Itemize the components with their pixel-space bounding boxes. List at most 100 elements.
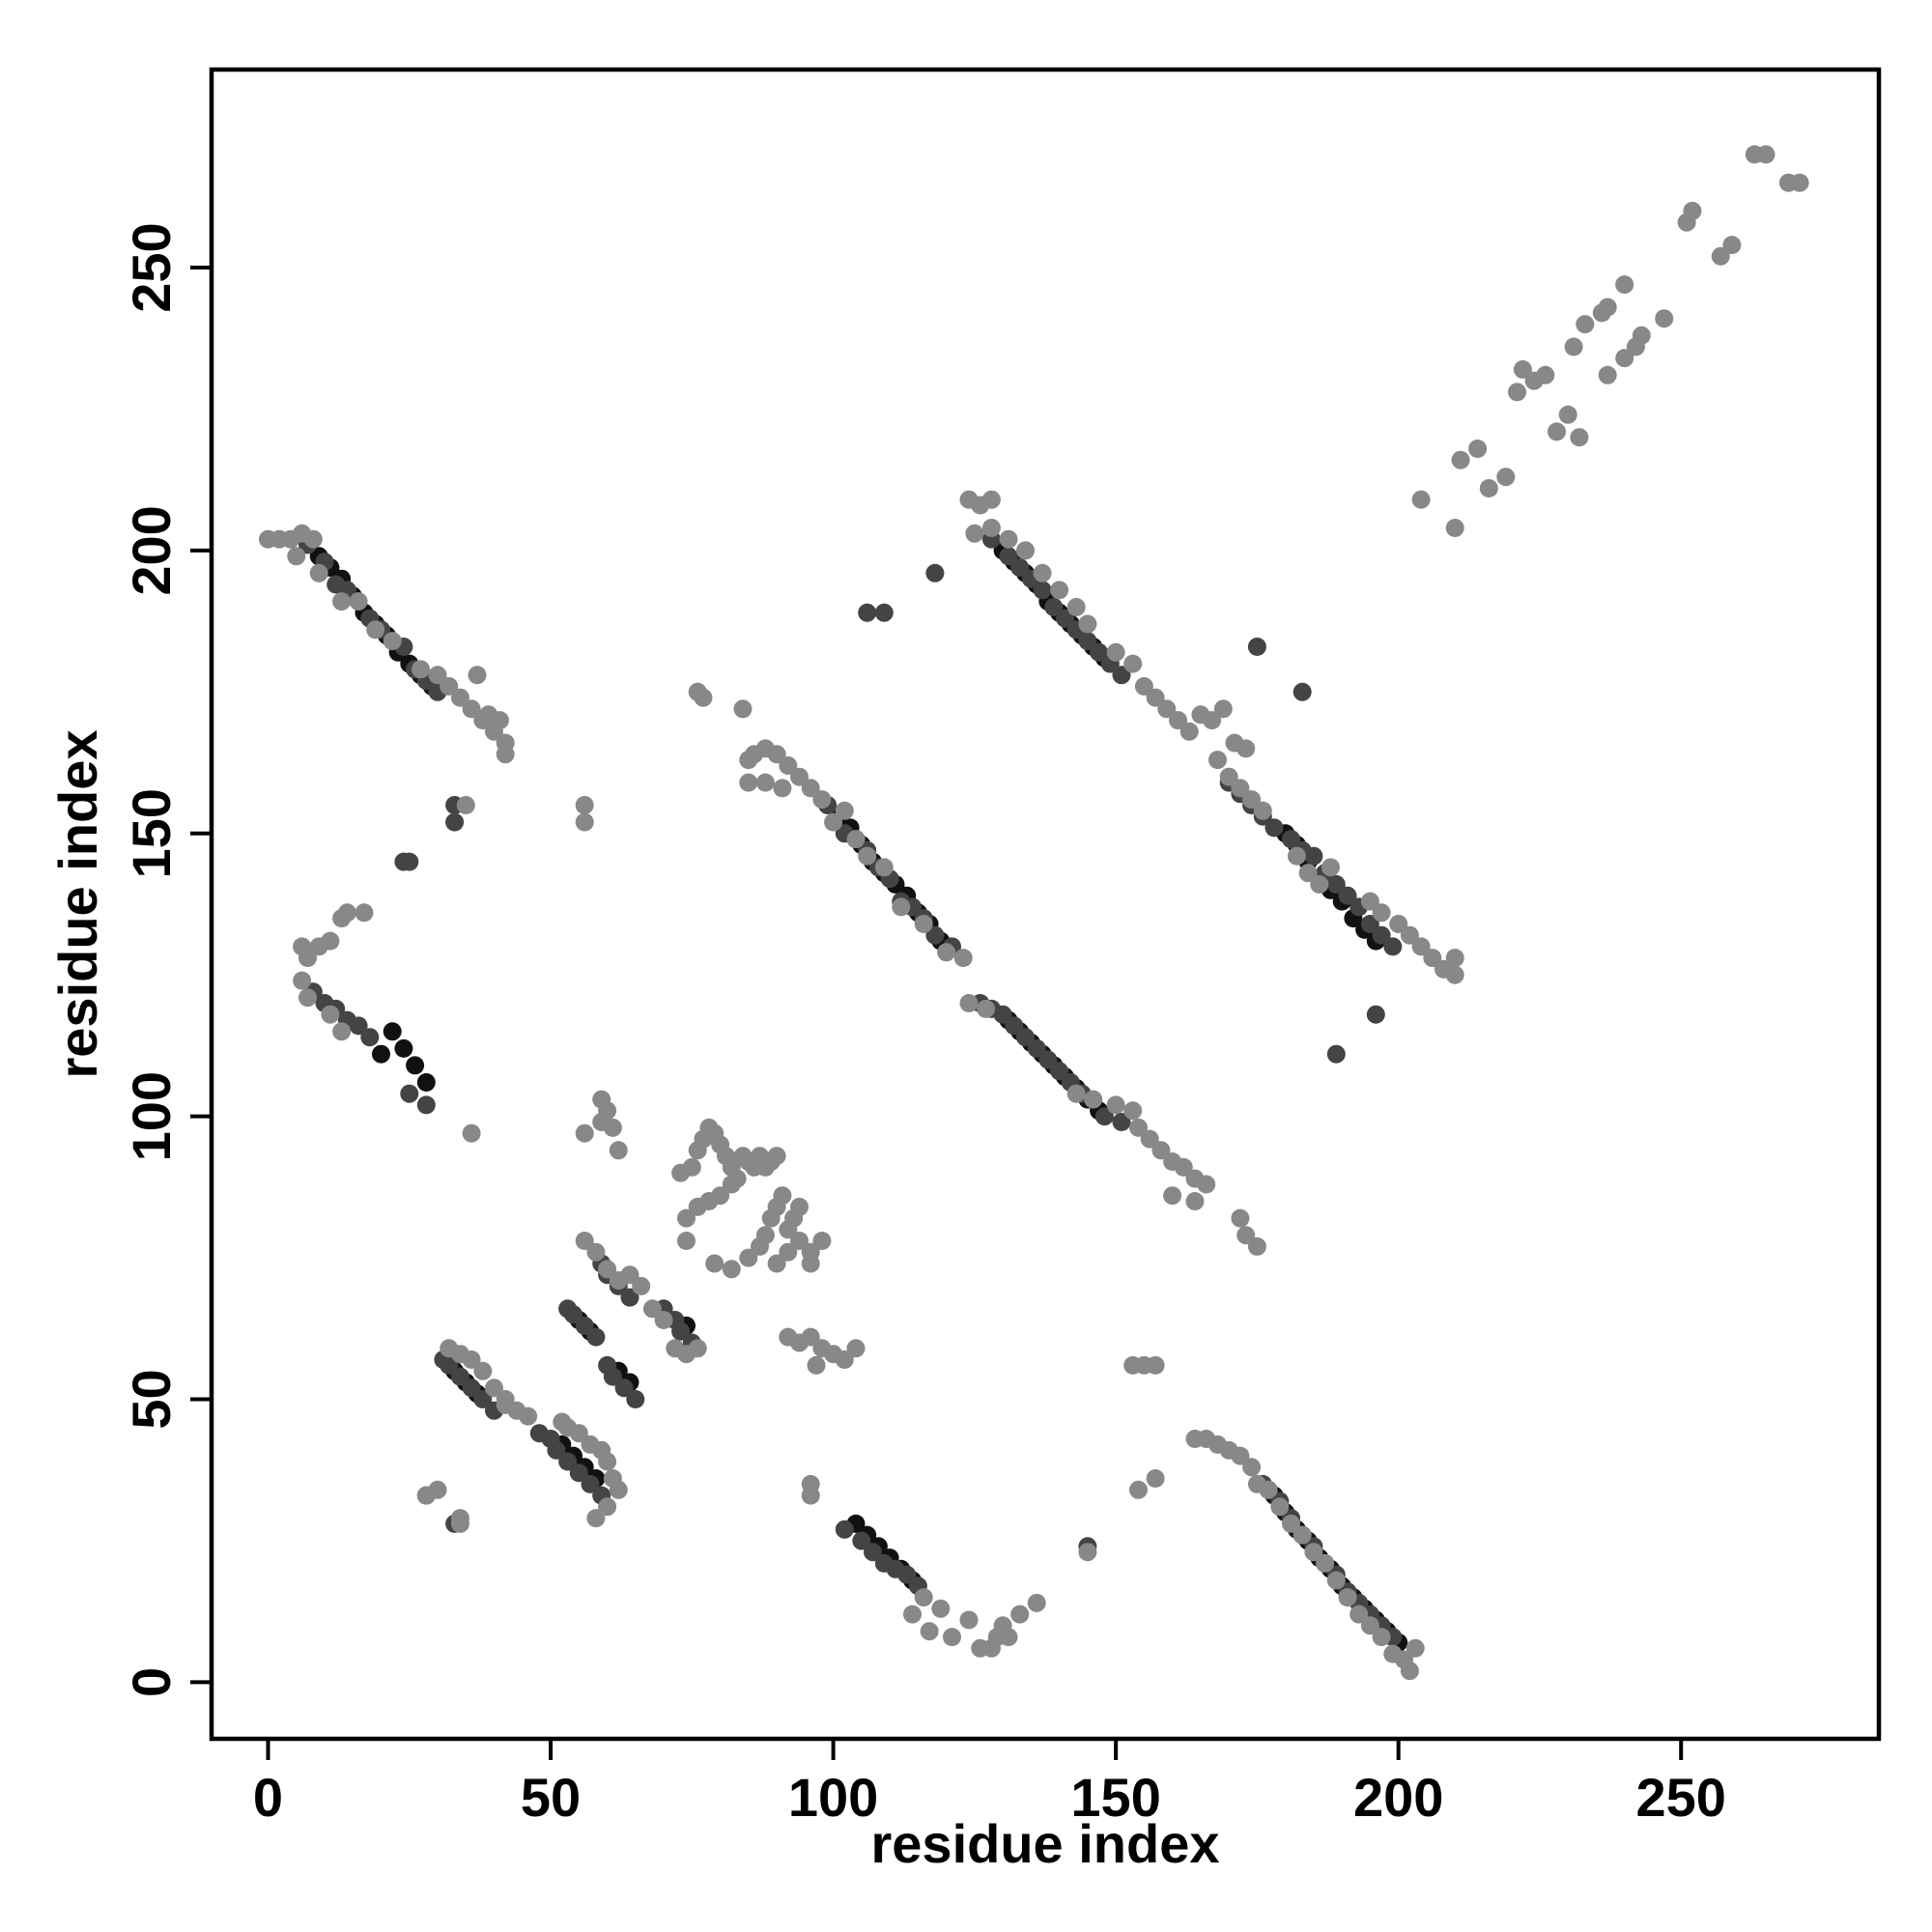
- data-point: [1112, 1113, 1131, 1131]
- data-point: [1683, 201, 1702, 220]
- data-point: [332, 1022, 352, 1041]
- data-point: [575, 1123, 594, 1143]
- data-point: [1576, 315, 1595, 334]
- data-point: [790, 1232, 809, 1250]
- data-point: [412, 660, 430, 679]
- data-point: [858, 603, 877, 622]
- data-point: [925, 925, 945, 945]
- data-point: [1106, 1095, 1125, 1115]
- data-point: [1615, 349, 1634, 368]
- data-point: [914, 915, 933, 933]
- data-point: [462, 1350, 481, 1369]
- data-point: [598, 1452, 617, 1471]
- data-point: [603, 1367, 622, 1386]
- data-point: [1400, 925, 1419, 945]
- data-point: [298, 949, 317, 968]
- data-point: [586, 1509, 606, 1528]
- y-tick-label: 200: [121, 505, 182, 595]
- data-point: [1372, 1628, 1391, 1647]
- data-point: [1445, 949, 1464, 968]
- data-point: [1287, 846, 1306, 866]
- data-point: [722, 1175, 741, 1194]
- data-point: [1146, 688, 1165, 707]
- data-point: [1016, 541, 1035, 560]
- data-point: [925, 563, 945, 582]
- y-tick-label: 150: [121, 788, 182, 878]
- data-point: [1157, 699, 1177, 719]
- data-point: [1445, 519, 1464, 537]
- data-point: [914, 1588, 933, 1607]
- data-point: [1078, 614, 1097, 634]
- data-point: [609, 1141, 628, 1160]
- data-point: [603, 1118, 622, 1137]
- series-light: [259, 145, 1809, 1681]
- x-tick-label: 50: [521, 1767, 581, 1828]
- data-point: [1400, 1662, 1419, 1681]
- data-point: [1123, 654, 1143, 673]
- data-point: [999, 547, 1018, 566]
- data-point: [981, 519, 1001, 537]
- data-point: [1496, 468, 1516, 487]
- data-point: [864, 1543, 882, 1562]
- data-point: [812, 1232, 832, 1250]
- data-point: [620, 1265, 639, 1285]
- data-point: [1066, 1084, 1086, 1103]
- data-point: [1445, 965, 1464, 984]
- data-point: [303, 529, 323, 549]
- data-point: [1027, 1593, 1046, 1612]
- data-point: [575, 812, 594, 832]
- x-tick-label: 250: [1636, 1767, 1726, 1828]
- y-tick-label: 50: [121, 1369, 182, 1429]
- data-point: [959, 1610, 979, 1630]
- data-point: [739, 1248, 758, 1267]
- data-point: [598, 1101, 617, 1121]
- data-point: [1151, 1141, 1171, 1160]
- data-point: [355, 903, 374, 923]
- data-point: [671, 1321, 691, 1341]
- data-point: [739, 773, 758, 792]
- data-point: [1411, 490, 1431, 509]
- data-point: [1247, 1236, 1266, 1256]
- data-point: [801, 1254, 820, 1273]
- data-point: [846, 830, 866, 849]
- data-point: [321, 931, 340, 951]
- data-point: [937, 943, 956, 962]
- data-point: [1169, 711, 1187, 730]
- data-point: [1016, 1028, 1035, 1047]
- data-point: [1548, 422, 1566, 441]
- data-point: [677, 1232, 696, 1250]
- data-point: [993, 1005, 1012, 1024]
- data-point: [1655, 309, 1674, 328]
- data-point: [400, 1084, 419, 1103]
- data-point: [677, 1208, 696, 1228]
- data-point: [1129, 1480, 1148, 1499]
- data-point: [462, 699, 481, 719]
- data-point: [1253, 801, 1272, 820]
- data-point: [959, 994, 979, 1012]
- data-point: [1213, 699, 1233, 719]
- data-point: [1078, 632, 1097, 651]
- data-point: [1066, 598, 1086, 616]
- data-point: [598, 1497, 617, 1517]
- data-point: [773, 779, 792, 798]
- data-point: [943, 1628, 961, 1647]
- data-point: [394, 1038, 413, 1058]
- data-point: [321, 1005, 340, 1024]
- data-point: [462, 1378, 481, 1398]
- data-point: [1050, 581, 1069, 600]
- data-point: [1090, 642, 1109, 662]
- data-point: [1242, 1458, 1262, 1477]
- data-point: [1231, 779, 1250, 798]
- data-point: [428, 666, 447, 685]
- data-point: [1027, 1038, 1046, 1058]
- data-point: [1033, 563, 1052, 582]
- data-point: [450, 688, 469, 707]
- x-axis-label: residue index: [870, 1813, 1219, 1874]
- data-point: [298, 988, 317, 1008]
- data-point: [1451, 450, 1470, 469]
- data-point: [874, 603, 894, 622]
- data-point: [496, 745, 515, 764]
- data-point: [1112, 666, 1131, 685]
- data-point: [1270, 1497, 1290, 1517]
